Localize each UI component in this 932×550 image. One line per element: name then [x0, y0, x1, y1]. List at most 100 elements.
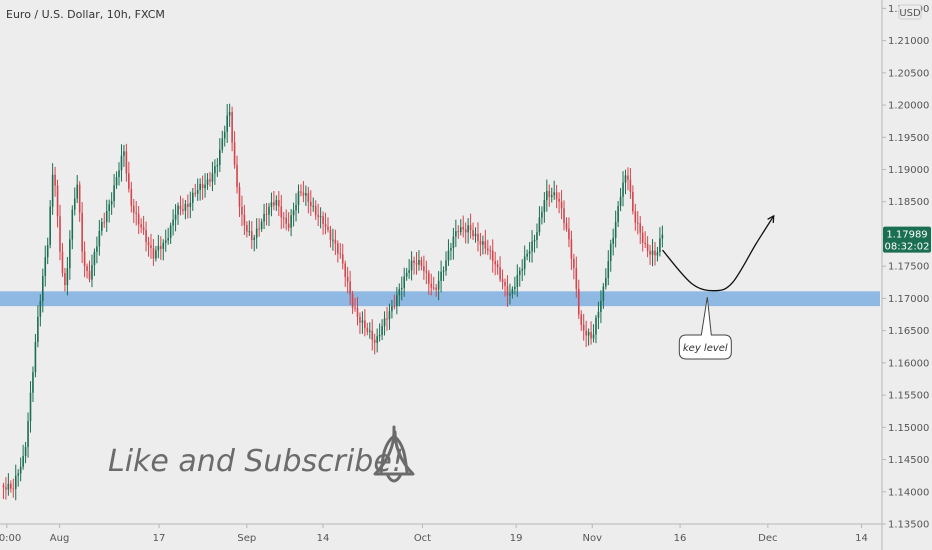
time-tick-label: Oct [414, 533, 431, 544]
candle-body [187, 203, 189, 208]
time-tick-label: Dec [758, 533, 777, 544]
candle-body [196, 189, 199, 194]
candle-body [199, 183, 201, 190]
candle-body [376, 336, 378, 343]
candle-body [123, 151, 125, 156]
candle-body [359, 316, 361, 323]
candle-body [66, 268, 69, 286]
candle-body [10, 483, 12, 489]
candle-body [541, 212, 543, 218]
price-tick-label: 1.14000 [888, 487, 929, 498]
candle-body [501, 279, 504, 282]
candle-body [634, 211, 637, 223]
candle-body [550, 195, 553, 198]
candle-body [46, 244, 49, 258]
candle-body [216, 164, 219, 167]
candle-body [536, 232, 538, 240]
price-tick-label: 1.18500 [888, 197, 929, 208]
candle-body [425, 271, 428, 273]
candle-body [128, 173, 130, 189]
candle-body [319, 216, 322, 218]
candle-body [464, 229, 467, 233]
candle-body [152, 248, 155, 259]
candle-body [172, 219, 174, 226]
candle-body [115, 177, 118, 186]
candle-body [130, 188, 133, 206]
candle-body [135, 212, 138, 214]
candle-body [590, 332, 592, 339]
candle-body [145, 230, 147, 243]
candle-body [627, 175, 629, 180]
last-price-value: 1.17989 [886, 230, 927, 241]
candle-body [120, 155, 123, 171]
candle-body [644, 242, 646, 245]
candle-body [558, 198, 560, 202]
candle-body [118, 170, 120, 178]
candle-body [91, 265, 93, 280]
candle-body [302, 192, 305, 196]
like-subscribe-text: Like and Subscribe! [108, 444, 404, 479]
candle-body [423, 266, 425, 272]
candle-body [523, 256, 526, 269]
candle-body [521, 268, 524, 271]
candle-body [602, 286, 605, 301]
candle-body [44, 257, 47, 277]
candle-body [150, 245, 152, 249]
price-tick-label: 1.14500 [888, 455, 929, 466]
candle-body [568, 228, 570, 240]
candle-body [34, 341, 37, 373]
candle-body [649, 250, 651, 255]
candle-body [189, 202, 192, 208]
candle-body [29, 392, 32, 422]
candle-body [184, 203, 187, 211]
candle-body [59, 216, 61, 252]
candle-body [49, 206, 51, 245]
candle-body [287, 223, 290, 228]
candle-body [484, 241, 487, 249]
candle-body [93, 251, 96, 266]
candle-body [617, 205, 619, 222]
candle-body [403, 276, 406, 288]
candle-body [337, 243, 339, 254]
candle-body [356, 307, 359, 317]
time-axis-ticks: 20:00 Aug 17 Sep 14 Oct 19 Nov 16 Dec 14 [0, 524, 868, 544]
candle-body [292, 210, 295, 216]
candle-body [73, 198, 76, 210]
candle-body [5, 487, 7, 490]
candle-body [101, 222, 103, 231]
candlestick-series [2, 103, 664, 501]
candle-body [236, 164, 238, 188]
chart-title: Euro / U.S. Dollar, 10h, FXCM [6, 8, 165, 21]
candle-body [155, 250, 157, 259]
candle-body [295, 204, 297, 211]
candle-body [573, 258, 575, 268]
price-tick-label: 1.16000 [888, 358, 929, 369]
candle-body [592, 334, 595, 339]
candle-body [54, 174, 56, 186]
candle-body [477, 233, 479, 242]
candle-body [243, 214, 246, 225]
candle-body [140, 224, 142, 228]
candle-body [334, 239, 337, 244]
candle-body [125, 151, 128, 174]
candle-body [509, 293, 511, 296]
candle-body [528, 251, 531, 254]
candle-body [268, 206, 270, 215]
candle-body [332, 239, 334, 241]
candle-body [641, 232, 644, 243]
candle-body [341, 254, 344, 264]
candle-body [622, 182, 624, 197]
price-tick-label: 1.16500 [888, 326, 929, 337]
candle-body [2, 485, 5, 488]
candle-body [309, 201, 312, 207]
candle-body [457, 231, 460, 233]
candle-body [506, 285, 509, 296]
candle-body [147, 242, 150, 246]
candle-body [361, 320, 364, 323]
candle-body [415, 262, 418, 265]
candle-body [69, 239, 71, 269]
candle-body [413, 260, 415, 263]
candle-body [167, 237, 169, 241]
candle-body [238, 187, 241, 207]
